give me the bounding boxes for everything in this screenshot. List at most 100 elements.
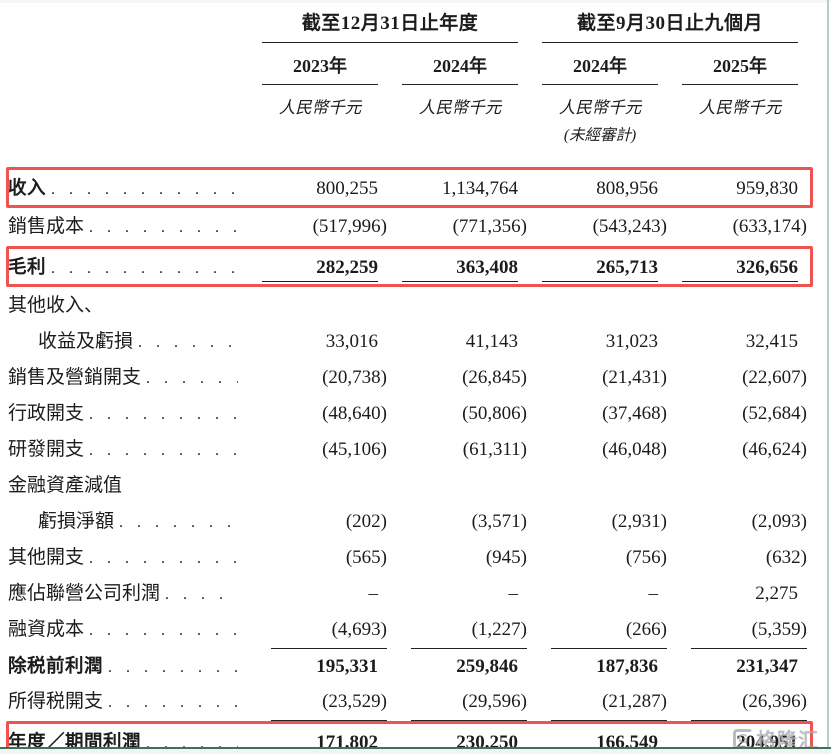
value-cell-fy2023: (48,640)	[322, 403, 387, 424]
table-row: 毛利 . . . . . . . . . . . . . . . . . . .…	[0, 245, 831, 288]
row-label: 金融資產減值	[8, 475, 123, 496]
header-group-row: 截至12月31日止年度 截至9月30日止九個月	[0, 8, 831, 43]
table-row: 收益及虧損 . . . . . . . . . . . . . . . . . …	[0, 324, 831, 360]
value-cell-fy2023: (45,106)	[322, 439, 387, 460]
table-row: 金融資產減值	[0, 468, 831, 504]
table-header: 截至12月31日止年度 截至9月30日止九個月 2023年 2024年 2024…	[0, 0, 831, 146]
value-cell-fy2024: (50,806)	[462, 403, 527, 424]
value-cell-fy2024: (1,227)	[411, 612, 527, 649]
row-label: 其他收入、	[8, 295, 104, 316]
value-cell-9m2025: 2,275	[755, 583, 798, 604]
table-body: 收入 . . . . . . . . . . . . . . . . . . .…	[0, 166, 831, 754]
value-cell-fy2023: 800,255	[316, 178, 378, 199]
dot-leader: . . . . . . . . . . . . . . . . . . . . …	[51, 260, 238, 277]
table-row: 行政開支 . . . . . . . . . . . . . . . . . .…	[0, 396, 831, 432]
row-label: 年度／期間利潤	[8, 731, 142, 752]
table-row: 其他收入、	[0, 288, 831, 324]
row-label: 除税前利潤	[8, 655, 104, 676]
value-cell-fy2023: –	[368, 583, 379, 604]
dot-leader: . . . . . . . . . . . . . . . . . . . . …	[51, 181, 238, 198]
table-row: 銷售及營銷開支 . . . . . . . . . . . . . . . . …	[0, 360, 831, 396]
unit-label: 人民幣千元	[278, 98, 362, 117]
value-cell-9m2024: (2,931)	[611, 511, 667, 532]
value-cell-fy2024: (771,356)	[452, 216, 527, 237]
dot-leader: . . . . . . . . . . . . . . . . . . . . …	[89, 406, 238, 423]
right-edge-line	[827, 0, 829, 754]
row-label: 收入	[8, 177, 47, 198]
bottom-frame-line	[0, 747, 831, 754]
value-cell-9m2025: (46,624)	[742, 439, 807, 460]
dot-leader: . . . . . . . . . . . . . . . . . . . . …	[108, 694, 238, 711]
header-group-annual: 截至12月31日止年度	[238, 8, 518, 43]
value-cell-9m2024: 31,023	[605, 331, 658, 352]
year-label-2023: 2023年	[262, 43, 378, 85]
value-cell-9m2024: (756)	[625, 547, 667, 568]
unaudited-note: (未經審計)	[563, 127, 637, 144]
value-cell-fy2023: (565)	[345, 547, 387, 568]
row-label: 銷售成本	[8, 216, 85, 237]
row-label: 收益及虧損	[38, 331, 134, 352]
value-cell-9m2025: (633,174)	[732, 216, 807, 237]
value-cell-9m2025: (2,093)	[751, 511, 807, 532]
value-cell-fy2023: (23,529)	[271, 684, 387, 721]
header-group-annual-title: 截至12月31日止年度	[262, 8, 518, 43]
value-cell-9m2024: (543,243)	[592, 216, 667, 237]
value-cell-fy2023: 282,259	[262, 257, 378, 282]
value-cell-fy2023: (202)	[345, 511, 387, 532]
table-row: 除税前利潤 . . . . . . . . . . . . . . . . . …	[0, 648, 831, 684]
table-row: 所得税開支 . . . . . . . . . . . . . . . . . …	[0, 684, 831, 721]
dot-leader: . . . . . . . . . . . . . . . . . . . . …	[89, 442, 238, 459]
value-cell-fy2024: (29,596)	[411, 684, 527, 721]
value-cell-9m2024: 265,713	[542, 257, 658, 282]
header-year-row: 2023年 2024年 2024年 2025年	[0, 43, 831, 85]
row-label: 應佔聯營公司利潤	[8, 583, 161, 604]
value-cell-9m2025: 326,656	[682, 257, 798, 282]
value-cell-fy2024: 363,408	[402, 257, 518, 282]
value-cell-9m2024: (21,287)	[551, 684, 667, 721]
row-label: 研發開支	[8, 439, 85, 460]
value-cell-9m2024: (21,431)	[602, 367, 667, 388]
value-cell-9m2025: (22,607)	[742, 367, 807, 388]
value-cell-9m2024: –	[648, 583, 659, 604]
value-cell-fy2024: (26,845)	[462, 367, 527, 388]
value-cell-9m2025: (5,359)	[691, 612, 807, 649]
dot-leader: . . . . . . . . . . . . . . . . . . . . …	[89, 219, 238, 236]
table-row: 融資成本 . . . . . . . . . . . . . . . . . .…	[0, 612, 831, 649]
value-cell-fy2024: 259,846	[456, 656, 518, 677]
value-cell-fy2024: 41,143	[465, 331, 518, 352]
header-note-row: (未經審計)	[0, 118, 831, 146]
unit-label: 人民幣千元	[418, 98, 502, 117]
value-cell-fy2024: 1,134,764	[442, 178, 518, 199]
value-cell-9m2025: 959,830	[736, 178, 798, 199]
value-cell-fy2023: (4,693)	[271, 612, 387, 649]
row-label: 銷售及營銷開支	[8, 367, 142, 388]
value-cell-fy2023: 33,016	[325, 331, 378, 352]
value-cell-fy2023: (20,738)	[322, 367, 387, 388]
header-group-ninemonth-title: 截至9月30日止九個月	[542, 8, 798, 43]
dot-leader: . . . . . . . . . . . . . . . . . . . . …	[89, 550, 238, 567]
value-cell-fy2024: (945)	[485, 547, 527, 568]
value-cell-fy2024: (61,311)	[462, 439, 527, 460]
top-edge-strip	[0, 0, 831, 3]
unit-label: 人民幣千元	[698, 98, 782, 117]
dot-leader: . . . . . . . . . . . . . . . . . . . . …	[138, 334, 238, 351]
table-row: 研發開支 . . . . . . . . . . . . . . . . . .…	[0, 432, 831, 468]
row-label: 虧損淨額	[38, 511, 115, 532]
row-label: 所得税開支	[8, 691, 104, 712]
value-cell-9m2024: 187,836	[596, 656, 658, 677]
table-row: 銷售成本 . . . . . . . . . . . . . . . . . .…	[0, 209, 831, 245]
header-unit-row: 人民幣千元 人民幣千元 人民幣千元 人民幣千元	[0, 85, 831, 118]
header-group-ninemonth: 截至9月30日止九個月	[518, 8, 798, 43]
unit-label: 人民幣千元	[558, 98, 642, 117]
value-cell-fy2023: 195,331	[316, 656, 378, 677]
table-row: 應佔聯營公司利潤 . . . . . . . . . . . . . . . .…	[0, 576, 831, 612]
value-cell-fy2024: (3,571)	[471, 511, 527, 532]
year-label-2025-9m: 2025年	[682, 43, 798, 85]
value-cell-9m2025: (52,684)	[742, 403, 807, 424]
value-cell-9m2024: (266)	[551, 612, 667, 649]
row-label: 融資成本	[8, 619, 85, 640]
value-cell-fy2023: (517,996)	[312, 216, 387, 237]
value-cell-9m2025: (26,396)	[691, 684, 807, 721]
year-label-2024-9m: 2024年	[542, 43, 658, 85]
